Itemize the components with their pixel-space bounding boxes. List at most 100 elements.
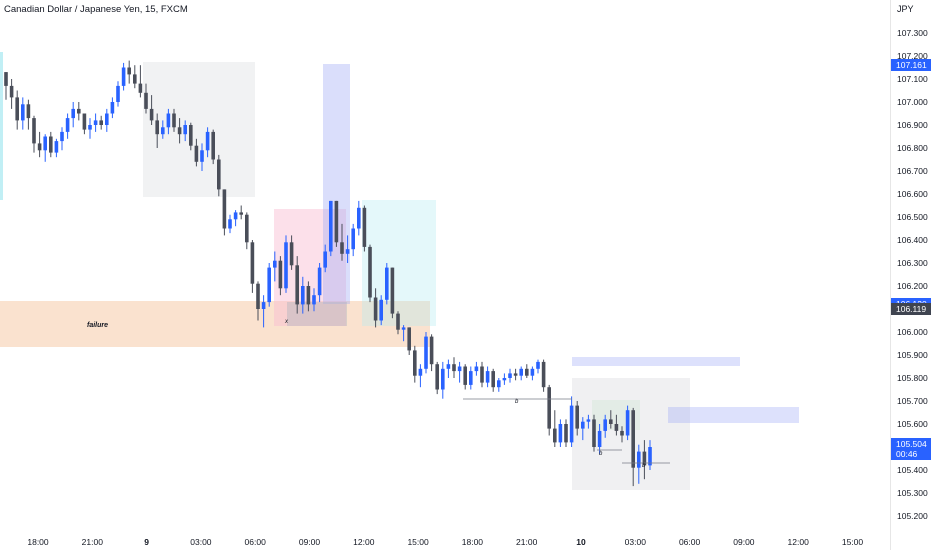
candle [457, 361, 462, 383]
candle [485, 366, 490, 388]
candlestick-chart[interactable]: failure x b b b [0, 0, 890, 550]
candle-body [637, 451, 641, 468]
time-axis-label: 21:00 [516, 537, 538, 547]
price-axis-label: 106.400 [897, 235, 928, 245]
candle [211, 129, 215, 165]
candle [278, 256, 283, 296]
candle [9, 79, 14, 109]
time-axis-label: 18:00 [27, 537, 49, 547]
candle-body [77, 108, 81, 114]
time-axis-label: 06:00 [678, 537, 701, 547]
candle [88, 118, 92, 139]
candle-body [32, 118, 36, 144]
candle-body [284, 242, 288, 289]
candle-body [441, 368, 445, 390]
candle-body [49, 136, 53, 153]
candle-body [525, 368, 529, 376]
candle-body [368, 246, 372, 298]
candle [368, 244, 372, 303]
candle-body [334, 200, 339, 243]
candle [446, 359, 451, 378]
candle [60, 127, 64, 151]
candle-body [362, 207, 367, 247]
candle-body [15, 97, 19, 121]
time-axis-label: 09:00 [733, 537, 755, 547]
time-axis-label: 12:00 [787, 537, 809, 547]
candle [32, 115, 36, 153]
candle-body [329, 200, 333, 252]
price-axis-label: 107.200 [897, 51, 928, 61]
candle [418, 364, 423, 388]
candle [323, 244, 327, 273]
candle-body [110, 102, 115, 114]
candle-body [256, 283, 260, 309]
candle-body [435, 364, 439, 390]
candle [222, 189, 227, 236]
candle [508, 368, 512, 383]
candle-body [401, 327, 406, 330]
candle-body [295, 265, 299, 305]
candle-body [569, 405, 574, 443]
candle-body [413, 350, 417, 376]
candle-body [161, 127, 165, 135]
candle-body [116, 85, 120, 102]
candle-body [597, 430, 602, 447]
candle-body [37, 143, 42, 151]
edge-marker [0, 52, 3, 200]
price-axis-separator [890, 0, 891, 550]
price-axis-label: 107.100 [897, 74, 928, 84]
annotation-marks: failure x b b b [87, 319, 670, 469]
candle [581, 417, 585, 441]
candle [15, 90, 19, 130]
candle [648, 440, 652, 470]
candle-body [127, 67, 131, 75]
candle-body [144, 92, 148, 109]
candle-body [625, 410, 630, 436]
candle-body [306, 286, 311, 305]
annotation-zones [0, 52, 799, 490]
candle-body [133, 74, 137, 84]
zone-label-failure: failure [87, 322, 108, 329]
candle [625, 405, 630, 441]
candle [43, 134, 47, 162]
candle [189, 122, 193, 151]
candle [93, 113, 98, 132]
candle [351, 223, 355, 257]
candle [267, 263, 271, 307]
candle-body [385, 267, 389, 300]
price-axis-label: 105.200 [897, 511, 928, 521]
candle [250, 240, 255, 293]
candle [82, 113, 87, 135]
current-price-value: 105.504 [896, 439, 927, 450]
candle-body [194, 145, 199, 162]
candle-body [43, 136, 47, 151]
candle [340, 223, 344, 261]
candle [133, 65, 137, 89]
candle-body [9, 85, 14, 98]
price-tag-alert: 107.161 [891, 58, 931, 71]
candle-body [519, 368, 523, 376]
candle [469, 366, 473, 390]
candle [614, 414, 619, 436]
candle [536, 359, 540, 374]
candle-body [553, 428, 557, 443]
candle [373, 288, 378, 328]
candle [513, 368, 518, 381]
time-axis-label: 10 [576, 537, 586, 547]
candle [424, 332, 428, 374]
candle-body [245, 214, 249, 243]
range-box-4 [362, 200, 436, 326]
candle-body [648, 447, 652, 466]
price-axis-label: 106.900 [897, 120, 928, 130]
candles-layer [4, 60, 652, 487]
candle-body [183, 125, 187, 135]
bar-countdown: 00:46 [896, 449, 918, 460]
candle [329, 200, 333, 257]
currency-label: JPY [897, 4, 914, 14]
price-axis-label: 106.300 [897, 258, 928, 268]
candle [564, 419, 568, 447]
candle [26, 99, 31, 130]
mark-b-1: b [515, 399, 519, 405]
candle-body [575, 405, 579, 429]
candle [631, 407, 635, 487]
